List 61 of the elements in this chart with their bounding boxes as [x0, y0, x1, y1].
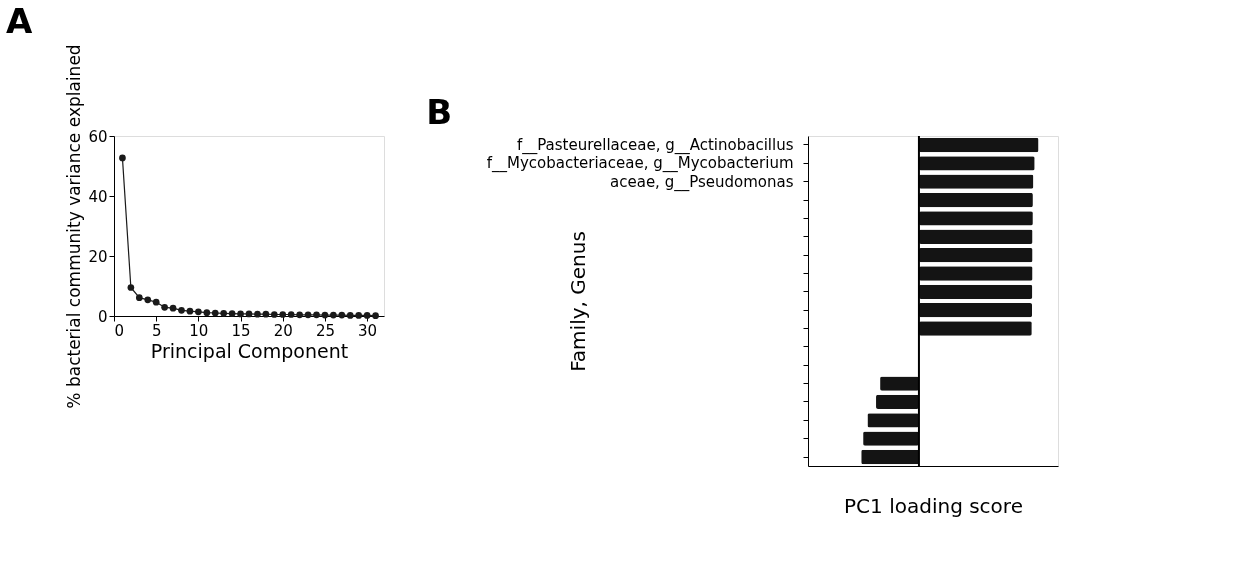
y-tick-label: 40 — [88, 187, 108, 206]
point — [279, 311, 287, 318]
bar — [918, 174, 1034, 189]
y-tick-label: 60 — [88, 127, 108, 146]
bar — [918, 247, 1033, 263]
bar — [861, 449, 919, 465]
bar — [876, 394, 919, 410]
point — [330, 311, 337, 319]
point — [237, 310, 244, 318]
bar — [918, 303, 1033, 318]
point — [296, 311, 303, 319]
y-axis-title: % bacterial community variance explained — [64, 44, 85, 409]
point — [119, 154, 126, 162]
point — [346, 312, 354, 319]
point — [127, 284, 135, 291]
point — [270, 311, 278, 318]
bar — [918, 192, 1033, 208]
point — [313, 311, 320, 319]
point — [144, 296, 152, 304]
point — [287, 311, 295, 318]
bar — [918, 284, 1033, 299]
point — [186, 307, 194, 315]
point — [169, 304, 177, 312]
y-tick-label: f__Pasteurellaceae, g__Actinobacillus — [516, 135, 794, 155]
bar — [918, 266, 1033, 281]
point — [211, 309, 219, 317]
x-tick-label: 15 — [231, 321, 251, 340]
point — [262, 310, 270, 318]
point — [321, 311, 329, 319]
x-axis-title: Principal Component — [150, 339, 349, 362]
point — [254, 310, 261, 318]
point — [203, 309, 211, 317]
point — [135, 294, 143, 302]
bar — [918, 229, 1033, 244]
point — [304, 311, 312, 319]
chart-title: A — [5, 0, 33, 41]
point — [220, 309, 228, 317]
y-tick-label: f__Mycobacteriaceae, g__Mycobacterium — [486, 154, 794, 174]
y-axis-title: Family, Genus — [565, 231, 590, 372]
y-tick-label: 0 — [97, 307, 108, 326]
point — [195, 308, 202, 316]
point — [152, 298, 160, 306]
point — [228, 310, 236, 317]
bar — [918, 137, 1039, 153]
point — [372, 312, 379, 320]
point — [161, 303, 168, 311]
point — [355, 312, 363, 319]
x-tick-label: 30 — [358, 321, 378, 340]
text: B — [426, 92, 453, 132]
x-axis-title: PC1 loading score — [844, 493, 1023, 518]
y-tick-label: aceae, g__Pseudomonas — [610, 172, 794, 192]
point — [363, 312, 371, 319]
point — [245, 310, 253, 318]
x-tick-label: 20 — [273, 321, 293, 340]
x-tick-label: 10 — [189, 321, 209, 340]
point — [178, 306, 185, 314]
x-tick-label: 0 — [114, 321, 125, 340]
x-tick-label: 5 — [151, 321, 162, 340]
y-tick-label: 20 — [88, 247, 108, 266]
point — [338, 311, 346, 319]
x-tick-label: 25 — [315, 321, 335, 340]
